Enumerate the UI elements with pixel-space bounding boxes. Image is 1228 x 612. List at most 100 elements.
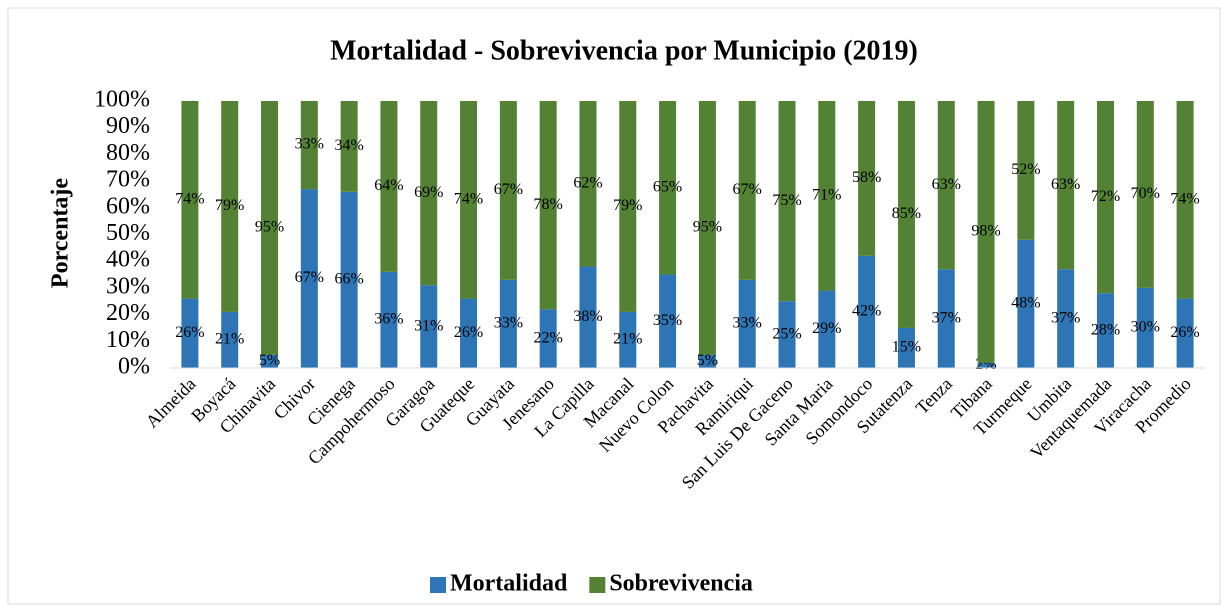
data-label: 72% xyxy=(1091,188,1120,205)
bar-segment xyxy=(181,101,199,299)
bar-segment xyxy=(1057,269,1075,368)
bar-segment xyxy=(1017,101,1035,240)
y-tick-label: 0% xyxy=(118,354,150,380)
legend-swatch xyxy=(589,577,606,593)
bar-segment xyxy=(261,101,279,355)
bar-segment xyxy=(300,189,318,368)
bar-segment xyxy=(460,298,478,368)
data-label: 34% xyxy=(334,137,363,154)
data-label: 26% xyxy=(1170,324,1199,341)
legend-swatch xyxy=(430,577,446,593)
data-label: 26% xyxy=(454,324,483,341)
data-label: 35% xyxy=(653,312,682,329)
data-label: 33% xyxy=(494,315,523,332)
data-label: 31% xyxy=(414,317,443,334)
bar-segment xyxy=(181,298,199,368)
bar-segment xyxy=(698,101,716,355)
bar-segment xyxy=(380,101,398,272)
data-label: 33% xyxy=(733,315,762,332)
data-label: 62% xyxy=(573,174,602,191)
y-tick-label: 60% xyxy=(106,193,150,219)
data-label: 28% xyxy=(1091,321,1120,338)
data-label: 74% xyxy=(175,190,204,207)
data-label: 38% xyxy=(573,308,602,325)
data-label: 98% xyxy=(971,223,1000,240)
bar-segment xyxy=(778,301,796,368)
bar-segment xyxy=(420,101,438,286)
bar-segment xyxy=(340,191,358,368)
bar-segment xyxy=(659,274,677,368)
bar-segment xyxy=(261,354,279,368)
bar-segment xyxy=(858,255,876,368)
bar-segment xyxy=(818,101,836,291)
bar-segment xyxy=(738,101,756,280)
bar-segment xyxy=(818,290,836,368)
bar-segment xyxy=(579,266,597,368)
data-label: 74% xyxy=(1170,190,1199,207)
data-label: 85% xyxy=(892,205,921,222)
data-label: 21% xyxy=(215,331,244,348)
data-label: 74% xyxy=(454,190,483,207)
data-label: 5% xyxy=(259,352,280,369)
data-label: 69% xyxy=(414,184,443,201)
bar-segment xyxy=(1176,101,1194,299)
bar-segment xyxy=(1096,101,1114,294)
y-tick-label: 40% xyxy=(106,247,150,273)
bar-segment xyxy=(460,101,478,299)
y-tick-label: 30% xyxy=(106,273,150,299)
bar-segment xyxy=(698,354,716,368)
data-label: 42% xyxy=(852,303,881,320)
legend-label: Sobrevivencia xyxy=(609,571,753,597)
data-label: 66% xyxy=(334,271,363,288)
bar-segment xyxy=(977,362,995,368)
legend-label: Mortalidad xyxy=(450,571,568,597)
bar-segment xyxy=(659,101,677,275)
data-label: 33% xyxy=(295,136,324,153)
y-tick-label: 20% xyxy=(106,300,150,326)
data-label: 71% xyxy=(812,186,841,203)
bar-segment xyxy=(300,101,318,190)
bar-segment xyxy=(579,101,597,267)
data-label: 48% xyxy=(1011,295,1040,312)
data-label: 5% xyxy=(697,352,718,369)
data-label: 65% xyxy=(653,178,682,195)
data-label: 79% xyxy=(215,197,244,214)
data-label: 58% xyxy=(852,169,881,186)
data-label: 25% xyxy=(772,325,801,342)
data-label: 67% xyxy=(494,181,523,198)
bar-segment xyxy=(1096,293,1114,368)
data-label: 63% xyxy=(1051,176,1080,193)
bar-segment xyxy=(897,101,915,328)
data-label: 95% xyxy=(693,218,722,235)
data-label: 64% xyxy=(374,177,403,194)
bar-segment xyxy=(499,101,517,280)
bar-segment xyxy=(420,285,438,368)
bar-segment xyxy=(858,101,876,256)
data-label: 67% xyxy=(733,181,762,198)
data-label: 29% xyxy=(812,320,841,337)
y-axis-label: Porcentaje xyxy=(48,178,74,289)
y-tick-label: 70% xyxy=(106,167,150,193)
y-tick-label: 80% xyxy=(106,140,150,166)
bar-segment xyxy=(937,101,955,270)
bar-segment xyxy=(738,279,756,368)
data-label: 36% xyxy=(374,311,403,328)
data-label: 26% xyxy=(175,324,204,341)
chart-title: Mortalidad - Sobrevivencia por Municipio… xyxy=(330,35,918,66)
bar-segment xyxy=(977,101,995,363)
bar-segment xyxy=(937,269,955,368)
y-tick-label: 10% xyxy=(106,327,150,353)
bar-segment xyxy=(619,101,637,312)
data-label: 78% xyxy=(534,196,563,213)
bar-segment xyxy=(778,101,796,302)
bar-segment xyxy=(1057,101,1075,270)
data-label: 37% xyxy=(1051,309,1080,326)
bar-segment xyxy=(1136,287,1154,368)
bar-segment xyxy=(1017,239,1035,368)
bar-segment xyxy=(340,101,358,192)
y-tick-label: 50% xyxy=(106,220,150,246)
data-label: 75% xyxy=(772,192,801,209)
data-label: 22% xyxy=(534,329,563,346)
